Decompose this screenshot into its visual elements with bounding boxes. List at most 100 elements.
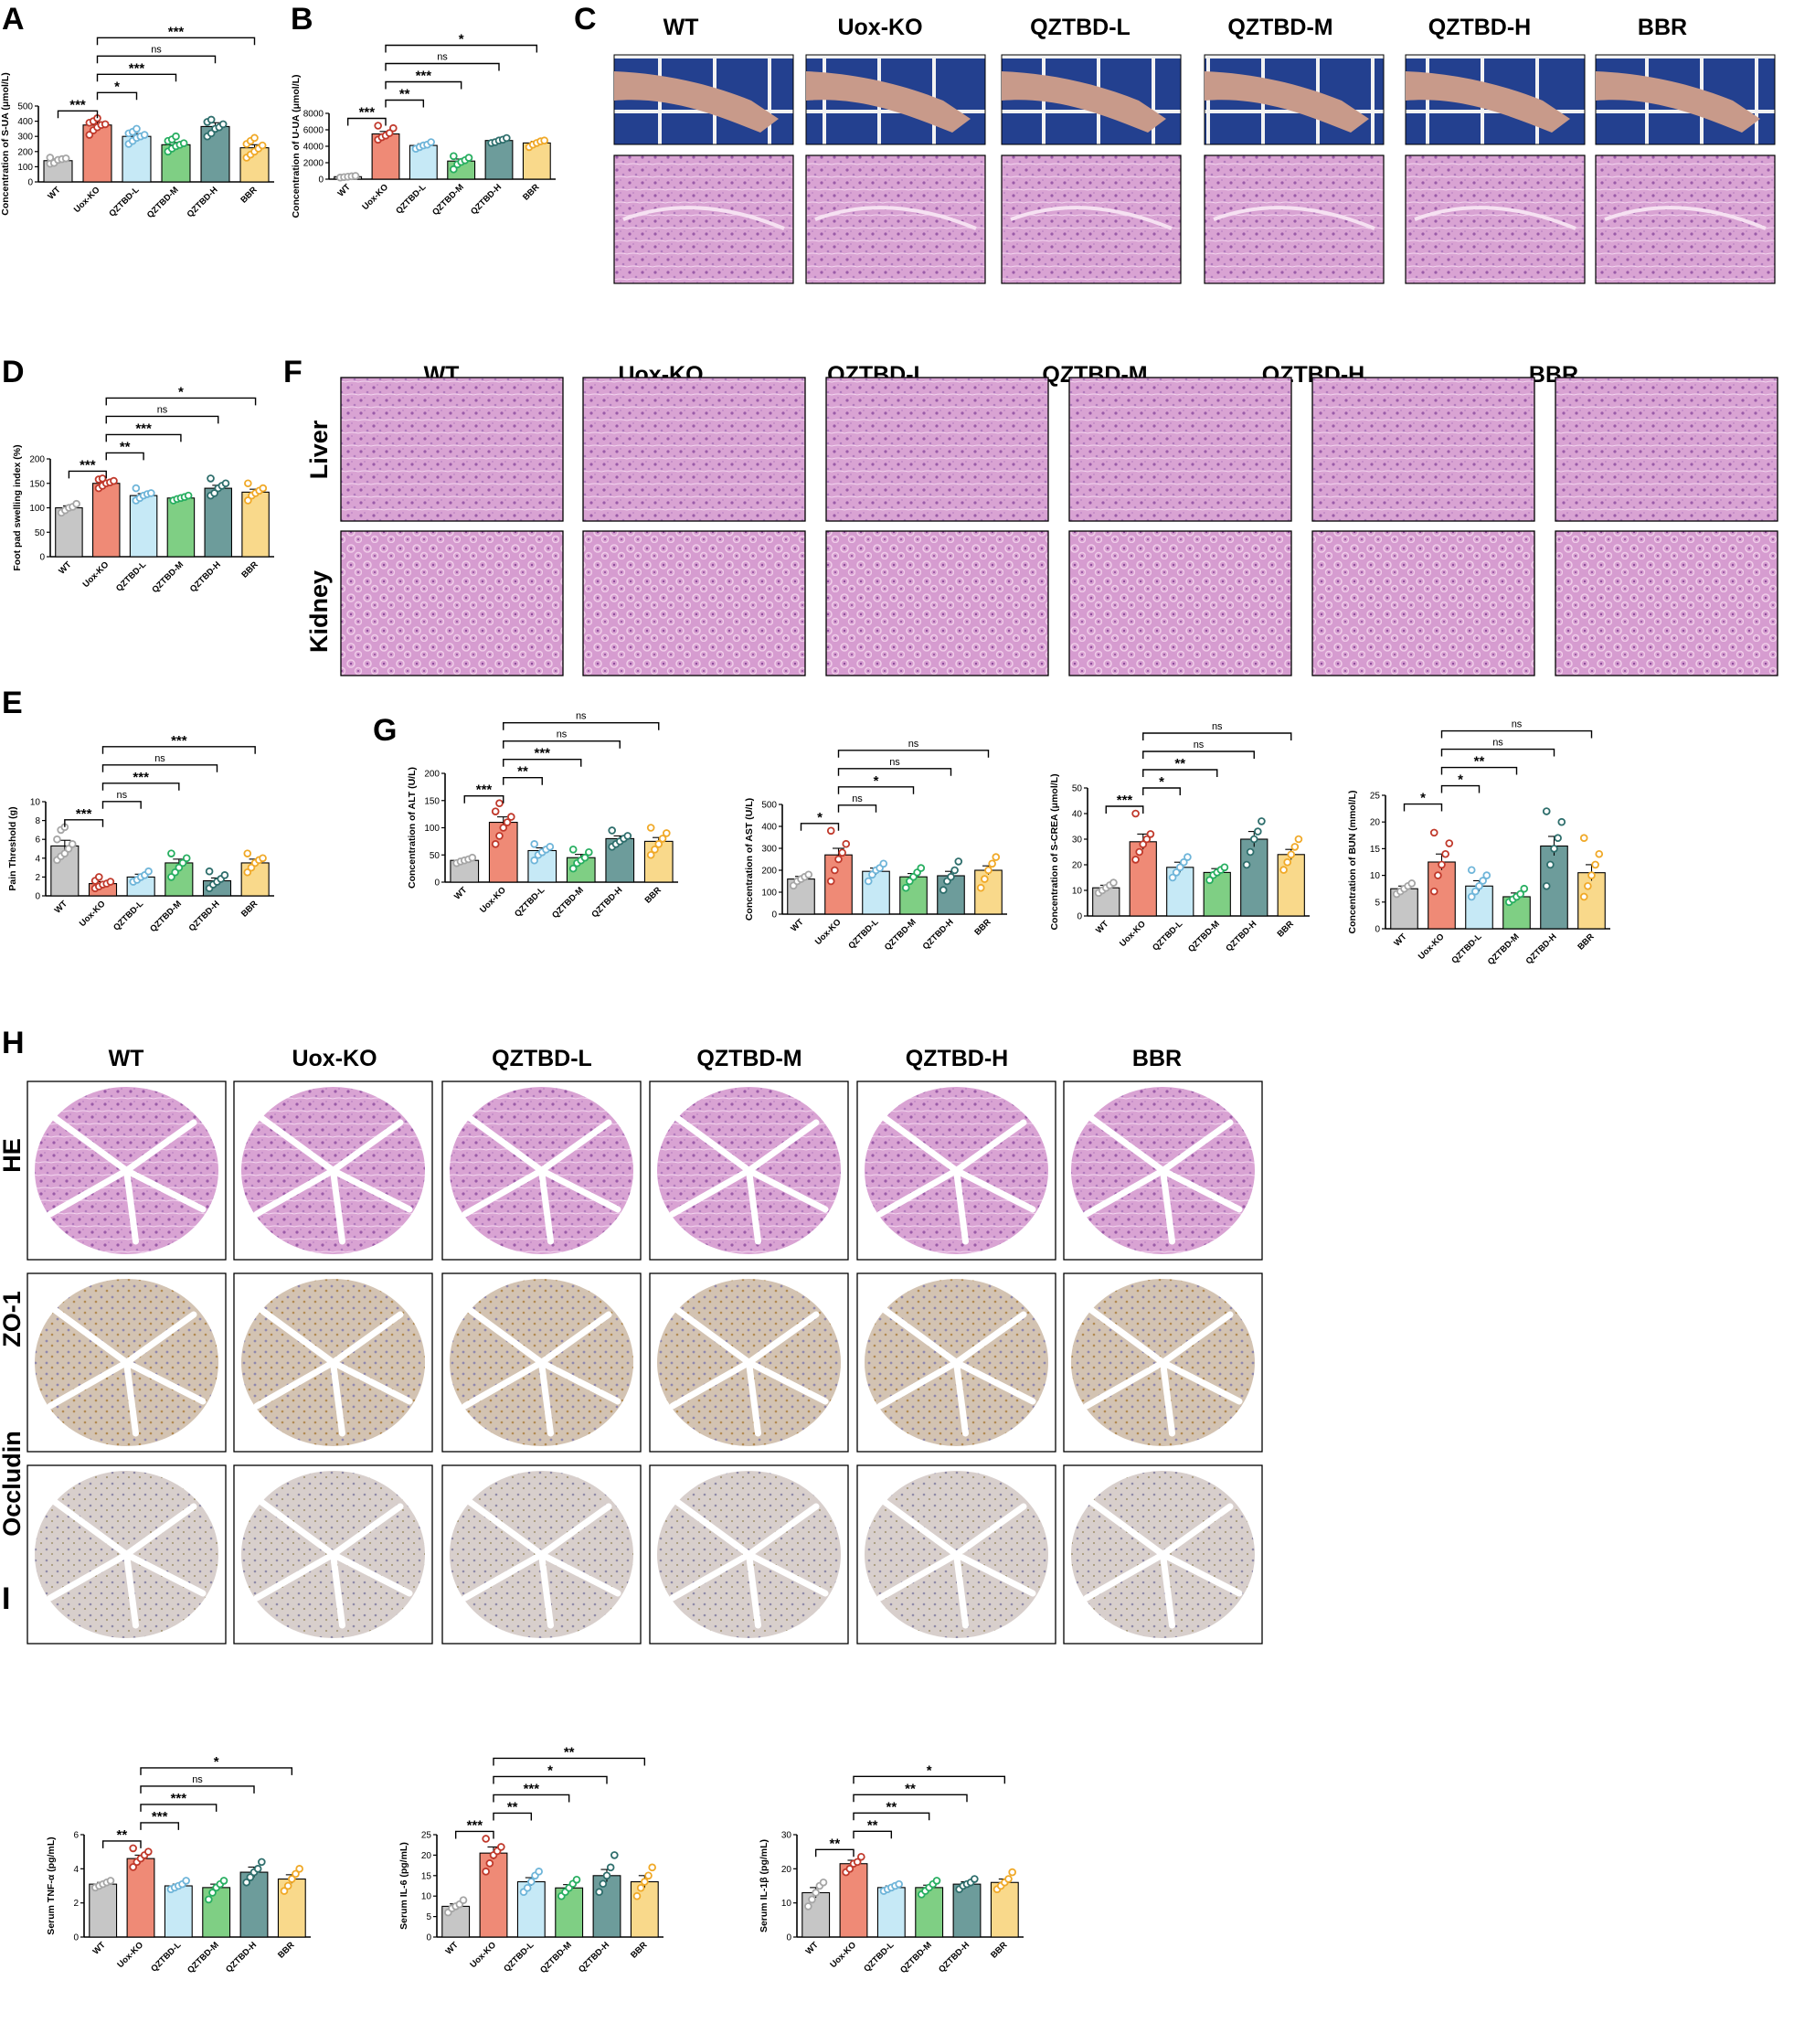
data-point xyxy=(147,489,155,497)
significance-bracket xyxy=(493,1775,608,1784)
data-point xyxy=(144,1847,153,1856)
y-tick-label: 0 xyxy=(39,553,45,563)
bar-qztbd-l xyxy=(164,1885,193,1938)
x-tick-label: Uox-KO xyxy=(115,1940,145,1970)
x-tick-label: QZTBD-M xyxy=(186,1940,221,1975)
data-point xyxy=(568,845,578,854)
significance-label: *** xyxy=(129,60,145,76)
significance-label: ns xyxy=(437,52,448,63)
data-point xyxy=(641,1878,649,1886)
x-tick-label: QZTBD-M xyxy=(538,1940,574,1975)
data-point xyxy=(244,479,252,488)
data-point xyxy=(1445,839,1454,847)
data-point xyxy=(503,133,511,143)
data-point xyxy=(61,154,70,163)
x-tick-label: QZTBD-M xyxy=(1186,919,1222,954)
significance-label: ns xyxy=(908,739,919,750)
significance-bracket xyxy=(1440,766,1518,775)
x-tick-label: QZTBD-H xyxy=(937,1940,971,1975)
zo1-lumen-0 xyxy=(47,1306,207,1437)
paw-shape-1 xyxy=(806,71,971,133)
data-point xyxy=(243,849,252,857)
x-tick-label: QZTBD-M xyxy=(898,1940,934,1975)
data-point xyxy=(129,1844,137,1853)
significance-label: *** xyxy=(359,105,376,121)
data-point xyxy=(636,1883,645,1892)
kidney-histology-0 xyxy=(340,530,564,676)
data-point xyxy=(129,1863,137,1871)
y-tick-label: 200 xyxy=(29,455,45,465)
y-tick-label: 4000 xyxy=(303,143,324,153)
x-tick-label: WT xyxy=(452,885,469,901)
panel-label-g: G xyxy=(373,713,397,748)
y-tick-label: 300 xyxy=(17,133,33,143)
y-tick-label: 2000 xyxy=(303,159,324,169)
x-tick-label: BBR xyxy=(643,885,663,905)
chart-g4: 0 5 10 15 20 25 Concentration of BUN (mmol/L) W… xyxy=(1347,719,1610,967)
paw-histology-0 xyxy=(613,154,794,284)
data-point xyxy=(1283,857,1291,867)
significance-label: *** xyxy=(152,1809,168,1825)
significance-label: ** xyxy=(399,87,410,102)
data-point xyxy=(106,878,115,886)
significance-label: *** xyxy=(135,421,152,436)
significance-label: ns xyxy=(576,711,587,722)
panel-label-c: C xyxy=(574,2,597,37)
data-point xyxy=(144,867,153,876)
significance-label: * xyxy=(214,1754,219,1770)
data-point xyxy=(389,123,398,133)
significance-bracket xyxy=(1142,769,1218,777)
liver-histology-2 xyxy=(825,377,1049,522)
y-tick-label: 2 xyxy=(73,1899,79,1909)
significance-bracket xyxy=(503,759,582,767)
data-point xyxy=(632,1891,642,1900)
bar-qztbd-m xyxy=(202,1887,231,1938)
y-tick-label: 200 xyxy=(761,867,777,877)
x-tick-label: QZTBD-M xyxy=(430,182,466,218)
data-point xyxy=(1520,884,1529,893)
data-point xyxy=(242,1878,250,1887)
x-tick-label: BBR xyxy=(239,185,259,205)
bar-uox-ko xyxy=(126,1858,155,1938)
data-point xyxy=(95,873,103,881)
bar-qztbd-l xyxy=(862,870,890,915)
y-tick-label: 20 xyxy=(1072,861,1083,871)
data-point xyxy=(1220,863,1229,872)
significance-label: *** xyxy=(1117,793,1133,808)
data-point xyxy=(812,1889,820,1897)
x-tick-label: BBR xyxy=(521,182,541,202)
data-point xyxy=(608,826,616,835)
data-point xyxy=(374,122,382,130)
data-point xyxy=(1429,828,1438,837)
y-tick-label: 0 xyxy=(73,1933,79,1943)
significance-bracket xyxy=(140,1822,180,1830)
data-point xyxy=(1595,849,1604,858)
data-point xyxy=(981,875,989,883)
y-tick-label: 500 xyxy=(761,801,777,811)
y-tick-label: 0 xyxy=(1077,912,1082,922)
data-point xyxy=(110,476,118,485)
y-tick-label: 0 xyxy=(426,1933,431,1943)
bar-qztbd-h xyxy=(204,487,233,558)
data-point xyxy=(495,799,504,808)
data-point xyxy=(292,1869,300,1879)
chart-g3: 0 10 20 30 40 50 Concentration of S-CREA (μmol… xyxy=(1049,721,1310,954)
he-lumen-5 xyxy=(1083,1114,1243,1245)
y-tick-label: 200 xyxy=(17,147,33,157)
significance-label: *** xyxy=(476,782,493,798)
x-tick-label: BBR xyxy=(972,917,993,937)
x-tick-label: QZTBD-M xyxy=(145,185,181,220)
chart-d: 0 50 100 150 200 Foot pad swelling index (%) W… xyxy=(12,384,274,595)
data-point xyxy=(221,479,230,488)
y-axis-label: Serum TNF-α (pg/mL) xyxy=(46,1836,57,1934)
data-point xyxy=(450,165,458,174)
data-point xyxy=(132,484,141,493)
bar-uox-ko xyxy=(1129,841,1157,917)
data-point xyxy=(205,867,214,876)
paw-histology-fiber-0 xyxy=(622,206,785,230)
data-point xyxy=(568,864,578,873)
y-tick-label: 25 xyxy=(421,1831,432,1841)
panel-label-e: E xyxy=(2,686,23,720)
significance-label: ns xyxy=(1194,740,1205,751)
data-point xyxy=(1172,868,1181,877)
